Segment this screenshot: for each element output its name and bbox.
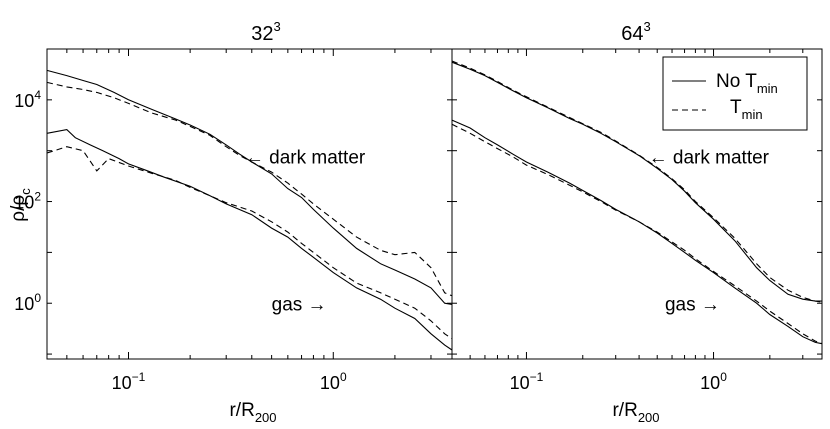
y-tick-label-exp: 2 xyxy=(34,190,41,204)
x-tick-label: 100 xyxy=(700,370,727,393)
annotation-label: gas → xyxy=(272,294,327,315)
x-axis-label-base: r/R xyxy=(229,400,254,421)
legend-entry-base: No T xyxy=(716,71,757,92)
legend-box xyxy=(662,56,808,131)
series-dark-matter-dashed xyxy=(46,81,453,297)
x-tick-label-exp: 0 xyxy=(340,370,347,384)
legend-entry-no-tmin: No Tmin xyxy=(716,71,778,96)
annotation-label: gas → xyxy=(665,294,720,315)
series-gas-solid xyxy=(46,129,453,351)
x-axis-label-sub: 200 xyxy=(638,410,660,425)
legend: No Tmin Tmin xyxy=(662,56,808,131)
x-tick-label-base: 10 xyxy=(700,373,720,393)
y-tick-label-exp: 0 xyxy=(34,291,41,305)
x-axis-label: r/R200 xyxy=(229,400,276,425)
legend-entry-base: T xyxy=(730,97,742,118)
x-tick-label-exp: 0 xyxy=(720,370,727,384)
legend-entry-sub: min xyxy=(757,81,778,96)
series-dark-matter-solid xyxy=(46,69,453,305)
y-tick-label-base: 10 xyxy=(14,193,34,213)
panel-title-sup: 3 xyxy=(644,19,651,34)
x-axis-label-base: r/R xyxy=(612,400,637,421)
y-tick-label-base: 10 xyxy=(14,91,34,111)
x-tick-label-base: 10 xyxy=(112,373,132,393)
y-tick-label: 100 xyxy=(14,291,41,314)
x-tick-label: 10−1 xyxy=(112,370,146,393)
x-tick-label-base: 10 xyxy=(510,373,530,393)
panel-title-base: 64 xyxy=(621,23,643,45)
x-tick-label: 100 xyxy=(320,370,347,393)
x-tick-label-base: 10 xyxy=(320,373,340,393)
y-tick-label: 104 xyxy=(14,88,41,111)
y-tick-label-base: 10 xyxy=(14,294,34,314)
panel-title-base: 32 xyxy=(251,23,273,45)
y-axis-label: ρ/ρc xyxy=(8,188,33,222)
series-gas-dashed xyxy=(46,146,453,340)
y-axis-label-sub: c xyxy=(18,188,33,195)
panel-title-sup: 3 xyxy=(274,19,281,34)
legend-entry-tmin: Tmin xyxy=(730,97,763,122)
y-axis-label-base: ρ/ρ xyxy=(8,195,29,222)
y-tick-label-exp: 4 xyxy=(34,88,41,102)
panel-title: 323 xyxy=(251,19,280,45)
y-tick-label: 102 xyxy=(14,190,41,213)
legend-entry-sub: min xyxy=(742,107,763,122)
x-tick-label-exp: −1 xyxy=(530,370,544,384)
x-axis-label-sub: 200 xyxy=(255,410,277,425)
x-tick-label-exp: −1 xyxy=(132,370,146,384)
x-axis-label: r/R200 xyxy=(612,400,659,425)
panel-title: 643 xyxy=(621,19,650,45)
annotation-label: ← dark matter xyxy=(649,147,770,168)
series-gas-dashed xyxy=(451,123,823,345)
x-tick-label: 10−1 xyxy=(510,370,544,393)
series-dark-matter-solid xyxy=(451,61,822,302)
series-dark-matter-dashed xyxy=(451,60,823,303)
annotation-label: ← dark matter xyxy=(245,147,366,168)
plot-frame xyxy=(451,48,823,360)
